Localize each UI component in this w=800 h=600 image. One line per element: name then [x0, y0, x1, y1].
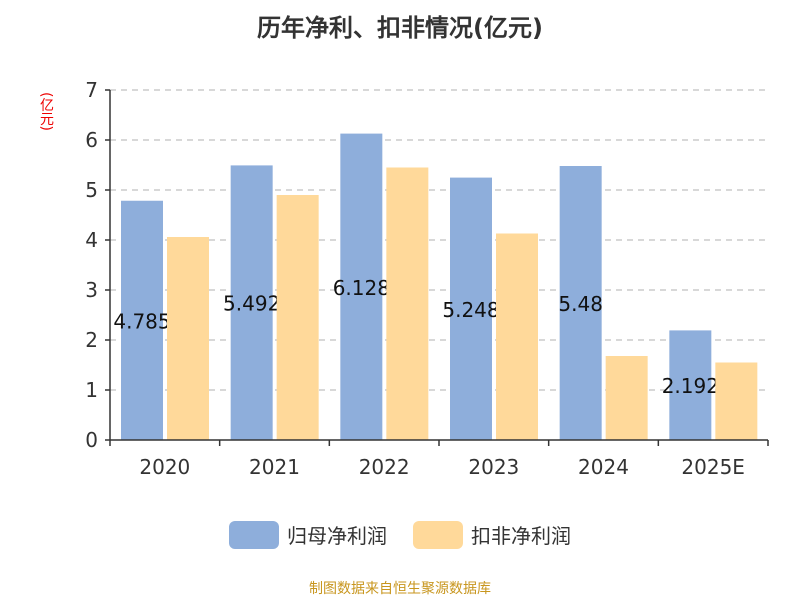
legend-label: 扣非净利润 [471, 524, 571, 548]
bar-net-profit [559, 166, 602, 440]
y-tick-label: 0 [85, 428, 98, 452]
x-tick-label: 2022 [359, 455, 410, 479]
bar-deducted-profit [715, 362, 758, 440]
bar-deducted-profit [276, 195, 319, 440]
y-tick-label: 1 [85, 378, 98, 402]
bar-net-profit [450, 177, 492, 440]
y-axis-unit: (亿元) [38, 92, 54, 131]
bar-deducted-profit [167, 237, 209, 440]
bar-deducted-profit [386, 167, 429, 440]
y-tick-label: 4 [85, 228, 98, 252]
data-label: 4.785 [113, 309, 170, 333]
x-tick-label: 2021 [249, 455, 300, 479]
data-label: 5.492 [223, 292, 280, 316]
data-label: 5.248 [442, 298, 499, 322]
y-tick-label: 2 [85, 328, 98, 352]
data-label: 2.192 [662, 374, 719, 398]
legend-swatch [413, 520, 463, 549]
y-tick-label: 6 [85, 128, 98, 152]
legend-item-deducted-profit[interactable]: 扣非净利润 [413, 520, 571, 549]
chart-title: 历年净利、扣非情况(亿元) [257, 14, 543, 42]
x-tick-label: 2024 [578, 455, 629, 479]
y-tick-label: 5 [85, 178, 98, 202]
bar-net-profit [669, 330, 712, 440]
bar-deducted-profit [496, 233, 538, 440]
bar-deducted-profit [605, 356, 648, 440]
bar-net-profit [340, 133, 383, 440]
bar-net-profit [230, 165, 273, 440]
y-tick-label: 3 [85, 278, 98, 302]
legend-swatch [229, 520, 279, 549]
x-tick-label: 2025E [681, 455, 745, 479]
data-label: 6.128 [333, 276, 390, 300]
legend-item-net-profit[interactable]: 归母净利润 [229, 520, 387, 549]
legend-label: 归母净利润 [287, 524, 387, 548]
data-source: 制图数据来自恒生聚源数据库 [309, 581, 491, 597]
x-tick-label: 2020 [139, 455, 190, 479]
bar-net-profit [121, 200, 163, 440]
legend: 归母净利润 扣非净利润 [0, 520, 800, 549]
y-tick-label: 7 [85, 78, 98, 102]
data-label: 5.48 [558, 292, 603, 316]
x-tick-label: 2023 [468, 455, 519, 479]
